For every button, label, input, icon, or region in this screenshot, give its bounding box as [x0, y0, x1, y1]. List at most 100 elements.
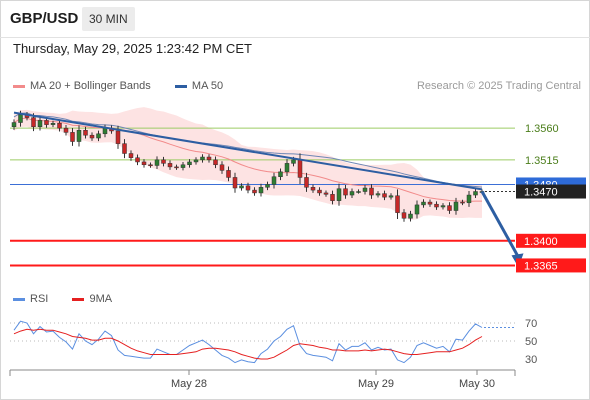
- candle-body: [278, 171, 283, 177]
- timeframe-badge[interactable]: 30 MIN: [82, 7, 135, 31]
- ma50-legend-label: MA 50: [191, 80, 224, 92]
- level-tag-1.3365: [516, 258, 586, 273]
- candle-body: [265, 184, 270, 188]
- candle-body: [388, 195, 394, 198]
- candle-body: [148, 164, 153, 167]
- candle-body: [50, 122, 56, 125]
- candle-body: [271, 176, 277, 185]
- candle-body: [239, 185, 244, 189]
- candle-body: [213, 159, 218, 166]
- candle-body: [343, 188, 348, 196]
- candle-body: [408, 213, 413, 219]
- timestamp: Thursday, May 29, 2025 1:23:42 PM CET: [13, 41, 252, 56]
- candle-body: [89, 134, 95, 139]
- candle-body: [63, 127, 69, 133]
- rsi-panel: 70 50 30: [10, 318, 537, 366]
- candle-body: [460, 201, 465, 204]
- candle-body: [122, 143, 127, 154]
- rsi-line: [13, 320, 483, 364]
- candle-body: [102, 127, 108, 135]
- candle-body: [44, 120, 49, 125]
- level-label-1.3400: 1.3400: [524, 236, 558, 248]
- candle-body: [414, 204, 420, 215]
- candle-body: [362, 187, 368, 192]
- candle-body: [161, 159, 166, 164]
- candle-body: [336, 188, 342, 201]
- candle-body: [83, 130, 88, 136]
- candle-body: [440, 205, 446, 208]
- candle-body: [434, 203, 439, 208]
- candle-body: [154, 159, 160, 166]
- candle-body: [252, 189, 257, 194]
- rsi-tick-70: 70: [525, 318, 537, 330]
- level-tag-1.3400: [516, 233, 586, 248]
- candle-body: [96, 133, 101, 139]
- candle-body: [297, 159, 303, 178]
- rsi-swatch: [13, 297, 25, 301]
- candle-body: [258, 187, 264, 194]
- candle-body: [310, 187, 316, 191]
- candle-body: [128, 153, 134, 158]
- rsi-tick-30: 30: [525, 354, 537, 366]
- candle-body: [141, 161, 147, 166]
- candle-body: [11, 122, 17, 128]
- main-legend: MA 20 + Bollinger Bands MA 50: [13, 80, 223, 92]
- candle-body: [375, 193, 381, 196]
- symbol-title: GBP/USD: [10, 10, 79, 27]
- candle-body: [245, 185, 251, 191]
- candle-body: [232, 177, 238, 189]
- candle-body: [356, 191, 361, 193]
- candle-body: [466, 194, 472, 204]
- candle-body: [31, 117, 36, 128]
- candle-body: [206, 156, 212, 161]
- candles: [11, 110, 485, 222]
- candle-body: [57, 122, 62, 129]
- candle-body: [447, 205, 452, 211]
- last-price-label: 1.3470: [524, 187, 558, 199]
- candle-body: [453, 201, 459, 211]
- rsi-ma9-line: [13, 328, 483, 360]
- chart-header: GBP/USD 30 MIN: [0, 0, 590, 36]
- candle-body: [401, 212, 407, 219]
- candle-body: [284, 163, 290, 173]
- time-label-May-28: May 28: [171, 378, 207, 390]
- candle-body: [70, 132, 75, 142]
- candle-body: [180, 164, 186, 168]
- candle-body: [193, 159, 199, 163]
- candle-body: [37, 120, 43, 128]
- candle-body: [135, 157, 140, 163]
- candle-body: [76, 130, 82, 142]
- time-axis: May 28 May 29 May 30: [9, 369, 516, 390]
- candle-body: [330, 194, 335, 201]
- candle-body: [323, 192, 329, 195]
- level-label-1.3560: 1.3560: [525, 123, 559, 135]
- ma50-line: [13, 112, 483, 188]
- rsi-legend: RSI 9MA: [13, 293, 112, 305]
- candle-body: [18, 114, 23, 123]
- candle-body: [219, 164, 225, 171]
- ma50-swatch: [174, 84, 187, 88]
- candle-body: [167, 163, 173, 168]
- moving-averages: [13, 112, 483, 202]
- candle-body: [382, 193, 387, 198]
- level-label-1.3365: 1.3365: [524, 260, 558, 272]
- time-label-May-29: May 29: [358, 378, 394, 390]
- candle-body: [115, 130, 121, 144]
- ma20-swatch: [13, 84, 25, 88]
- ma9-swatch: [72, 297, 85, 301]
- candle-body: [187, 161, 192, 166]
- header-divider: [0, 37, 590, 38]
- ma20-legend-label: MA 20 + Bollinger Bands: [30, 80, 151, 92]
- ma20-line: [13, 117, 482, 202]
- candle-body: [317, 189, 322, 194]
- candle-body: [395, 195, 400, 213]
- candle-body: [427, 201, 433, 205]
- rsi-legend-label: RSI: [30, 293, 49, 305]
- candle-body: [421, 201, 426, 206]
- candle-body: [291, 159, 296, 164]
- forecast-arrow-shaft: [480, 190, 520, 259]
- trendline: [13, 111, 483, 191]
- candle-body: [226, 170, 231, 178]
